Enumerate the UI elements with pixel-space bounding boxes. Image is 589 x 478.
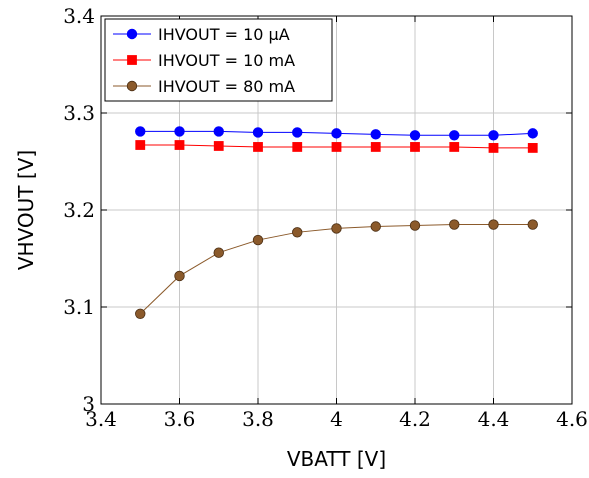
data-point	[409, 130, 421, 141]
data-point	[174, 140, 185, 150]
data-point	[331, 142, 342, 152]
y-tick-label: 3.1	[63, 295, 95, 319]
legend-entry: IHVOUT = 10 µA	[113, 25, 290, 44]
legend-label: IHVOUT = 10 mA	[158, 51, 295, 70]
x-tick-label: 4.2	[399, 407, 431, 431]
x-tick-label: 3.4	[85, 407, 117, 431]
legend-marker	[127, 55, 137, 65]
data-point	[252, 127, 264, 138]
series-2	[135, 140, 538, 153]
data-point	[527, 128, 538, 139]
data-point	[253, 142, 263, 152]
series-layer	[135, 126, 538, 319]
legend-label: IHVOUT = 10 µA	[158, 25, 290, 44]
data-point	[213, 141, 224, 151]
data-point	[292, 127, 303, 138]
data-point	[488, 219, 499, 230]
data-point	[449, 130, 460, 141]
data-point	[135, 308, 146, 319]
data-point	[488, 143, 499, 153]
data-point	[331, 223, 342, 234]
x-tick-label: 3.8	[242, 407, 274, 431]
data-point	[370, 129, 381, 140]
y-tick-label: 3.2	[63, 198, 95, 222]
data-point	[410, 142, 420, 152]
legend: IHVOUT = 10 µA IHVOUT = 10 mA IHVOUT = 80 …	[104, 18, 333, 102]
y-axis-title: VHVOUT [V]	[14, 150, 38, 270]
data-point	[370, 221, 381, 232]
series-3	[135, 219, 538, 319]
data-point	[292, 227, 303, 238]
x-tick-label: 4	[330, 407, 343, 431]
data-point	[135, 140, 146, 150]
data-point	[252, 234, 264, 246]
y-tick-label: 3	[82, 392, 95, 416]
legend-entry: IHVOUT = 10 mA	[113, 51, 295, 70]
data-point	[174, 126, 185, 137]
tick-labels: 3.4 3.6 3.8 4 4.2 4.4 4.6 3 3.1 3.2 3.3 3.4	[63, 4, 588, 431]
x-tick-label: 3.6	[164, 407, 196, 431]
legend-marker	[126, 80, 138, 92]
data-point	[527, 219, 538, 230]
legend-marker	[126, 28, 138, 40]
series-1	[135, 126, 538, 141]
x-tick-label: 4.6	[556, 407, 588, 431]
data-point	[135, 126, 146, 137]
data-point	[292, 142, 303, 152]
data-point	[370, 142, 381, 152]
legend-label: IHVOUT = 80 mA	[158, 77, 295, 96]
data-point	[331, 128, 342, 139]
data-point	[213, 126, 224, 137]
x-tick-label: 4.4	[478, 407, 510, 431]
data-point	[488, 130, 499, 141]
y-tick-label: 3.3	[63, 101, 95, 125]
legend-entry: IHVOUT = 80 mA	[113, 77, 295, 96]
data-point	[527, 143, 538, 153]
y-tick-label: 3.4	[63, 4, 95, 28]
data-point	[409, 220, 421, 231]
x-axis-title: VBATT [V]	[287, 447, 386, 471]
data-point	[449, 219, 460, 230]
data-point	[213, 247, 224, 258]
data-point	[449, 142, 460, 152]
data-point	[174, 270, 185, 282]
